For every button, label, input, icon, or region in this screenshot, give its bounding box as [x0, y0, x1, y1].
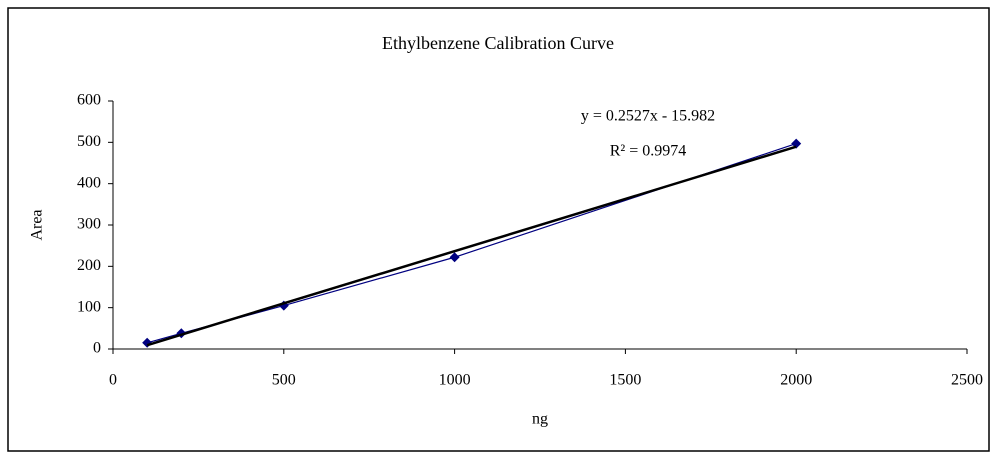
data-point	[791, 138, 802, 149]
y-tick-label: 500	[77, 133, 101, 150]
x-tick-label: 2500	[951, 372, 983, 389]
x-tick-label: 1000	[439, 372, 471, 389]
x-axis-label: ng	[532, 411, 548, 428]
trendline	[146, 145, 797, 347]
data-point	[449, 252, 460, 263]
y-tick-label: 400	[77, 174, 101, 191]
equation-label: y = 0.2527x - 15.982	[581, 108, 715, 125]
x-tick-label: 2000	[780, 372, 812, 389]
y-tick-label: 100	[77, 298, 101, 315]
r-squared-label: R² = 0.9974	[610, 143, 687, 160]
x-tick-label: 1500	[609, 372, 641, 389]
y-tick-label: 0	[93, 340, 101, 357]
chart-border	[7, 7, 990, 452]
x-tick-label: 500	[272, 372, 296, 389]
x-tick-label: 0	[109, 372, 117, 389]
y-tick-label: 200	[77, 257, 101, 274]
y-tick-label: 300	[77, 216, 101, 233]
y-axis-label: Area	[29, 209, 46, 240]
chart-title: Ethylbenzene Calibration Curve	[382, 33, 614, 53]
y-tick-label: 600	[77, 92, 101, 109]
